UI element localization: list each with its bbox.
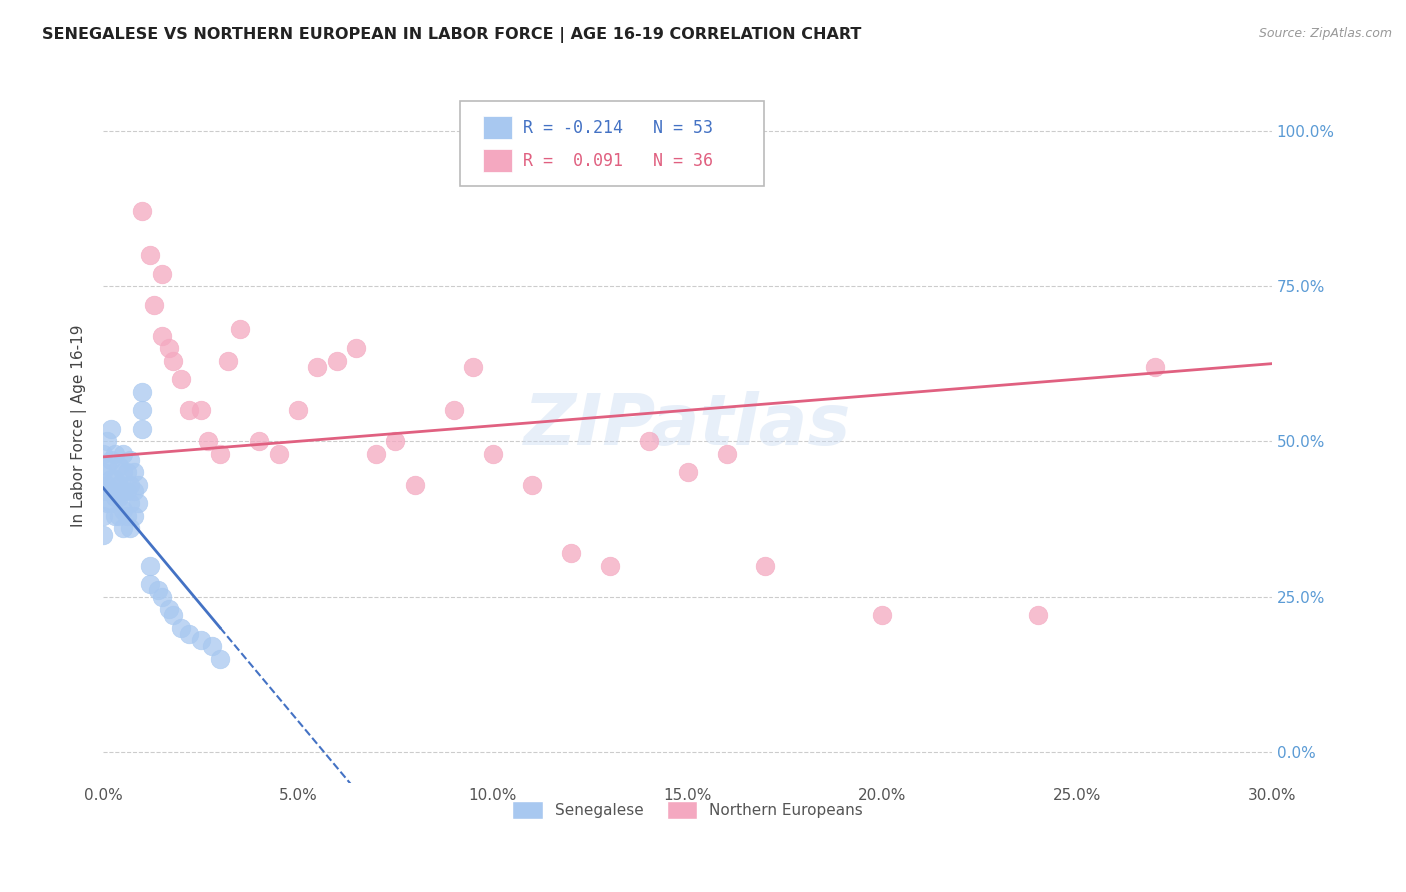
Point xyxy=(872,608,894,623)
Point xyxy=(111,447,134,461)
Point xyxy=(177,403,200,417)
Point xyxy=(120,453,142,467)
Point xyxy=(560,546,582,560)
Point xyxy=(107,478,129,492)
Text: Source: ZipAtlas.com: Source: ZipAtlas.com xyxy=(1258,27,1392,40)
Text: SENEGALESE VS NORTHERN EUROPEAN IN LABOR FORCE | AGE 16-19 CORRELATION CHART: SENEGALESE VS NORTHERN EUROPEAN IN LABOR… xyxy=(42,27,862,43)
Point xyxy=(209,447,232,461)
Point xyxy=(107,508,129,523)
Point xyxy=(404,478,426,492)
Point xyxy=(676,466,699,480)
Point xyxy=(131,204,153,219)
Point xyxy=(120,478,142,492)
Point xyxy=(96,434,118,449)
Point xyxy=(111,483,134,498)
Point xyxy=(201,640,224,654)
Point xyxy=(104,508,127,523)
Point xyxy=(115,483,138,498)
Text: ZIPatlas: ZIPatlas xyxy=(524,392,851,460)
Point xyxy=(162,608,184,623)
Point xyxy=(124,483,146,498)
Point xyxy=(124,508,146,523)
Point xyxy=(247,434,270,449)
Point xyxy=(91,508,114,523)
Point xyxy=(637,434,659,449)
Point xyxy=(104,447,127,461)
Point xyxy=(599,558,621,573)
Point xyxy=(104,472,127,486)
Point xyxy=(364,447,387,461)
Point xyxy=(124,466,146,480)
Point xyxy=(159,341,181,355)
Point xyxy=(100,453,122,467)
Point xyxy=(170,372,193,386)
Point xyxy=(96,459,118,474)
Point xyxy=(150,328,173,343)
Point xyxy=(111,502,134,516)
Text: R =  0.091   N = 36: R = 0.091 N = 36 xyxy=(523,153,713,170)
Point xyxy=(170,621,193,635)
Point xyxy=(127,478,149,492)
Point xyxy=(190,633,212,648)
Point xyxy=(481,447,503,461)
Point xyxy=(326,353,349,368)
Legend: Senegalese, Northern Europeans: Senegalese, Northern Europeans xyxy=(506,795,869,825)
Point xyxy=(107,490,129,504)
Point xyxy=(91,527,114,541)
Point xyxy=(716,447,738,461)
Point xyxy=(463,359,485,374)
Point xyxy=(139,558,162,573)
Point xyxy=(131,422,153,436)
Point xyxy=(267,447,290,461)
Point xyxy=(384,434,406,449)
Point xyxy=(111,466,134,480)
Point xyxy=(100,472,122,486)
Point xyxy=(100,483,122,498)
Point xyxy=(150,267,173,281)
Point xyxy=(91,483,114,498)
Point xyxy=(307,359,329,374)
Point xyxy=(287,403,309,417)
Point xyxy=(346,341,368,355)
Text: R = -0.214   N = 53: R = -0.214 N = 53 xyxy=(523,119,713,136)
Point xyxy=(197,434,219,449)
FancyBboxPatch shape xyxy=(460,101,763,186)
Point xyxy=(104,490,127,504)
Point xyxy=(91,447,114,461)
Point xyxy=(162,353,184,368)
Point xyxy=(177,627,200,641)
Point xyxy=(96,496,118,510)
Point xyxy=(228,322,250,336)
Bar xyxy=(484,149,512,172)
Point xyxy=(139,248,162,262)
Point xyxy=(115,508,138,523)
Point xyxy=(190,403,212,417)
Point xyxy=(120,496,142,510)
Point xyxy=(139,577,162,591)
Point xyxy=(209,652,232,666)
Point xyxy=(754,558,776,573)
Bar xyxy=(484,116,512,138)
Y-axis label: In Labor Force | Age 16-19: In Labor Force | Age 16-19 xyxy=(72,325,87,527)
Point xyxy=(131,384,153,399)
Point xyxy=(127,496,149,510)
Point xyxy=(142,298,165,312)
Point xyxy=(443,403,465,417)
Point xyxy=(146,583,169,598)
Point xyxy=(120,521,142,535)
Point xyxy=(1144,359,1167,374)
Point xyxy=(520,478,543,492)
Point xyxy=(217,353,239,368)
Point xyxy=(131,403,153,417)
Point xyxy=(100,422,122,436)
Point xyxy=(100,496,122,510)
Point xyxy=(96,478,118,492)
Point xyxy=(91,466,114,480)
Point xyxy=(107,459,129,474)
Point xyxy=(159,602,181,616)
Point xyxy=(150,590,173,604)
Point xyxy=(115,466,138,480)
Point xyxy=(1026,608,1049,623)
Point xyxy=(111,521,134,535)
